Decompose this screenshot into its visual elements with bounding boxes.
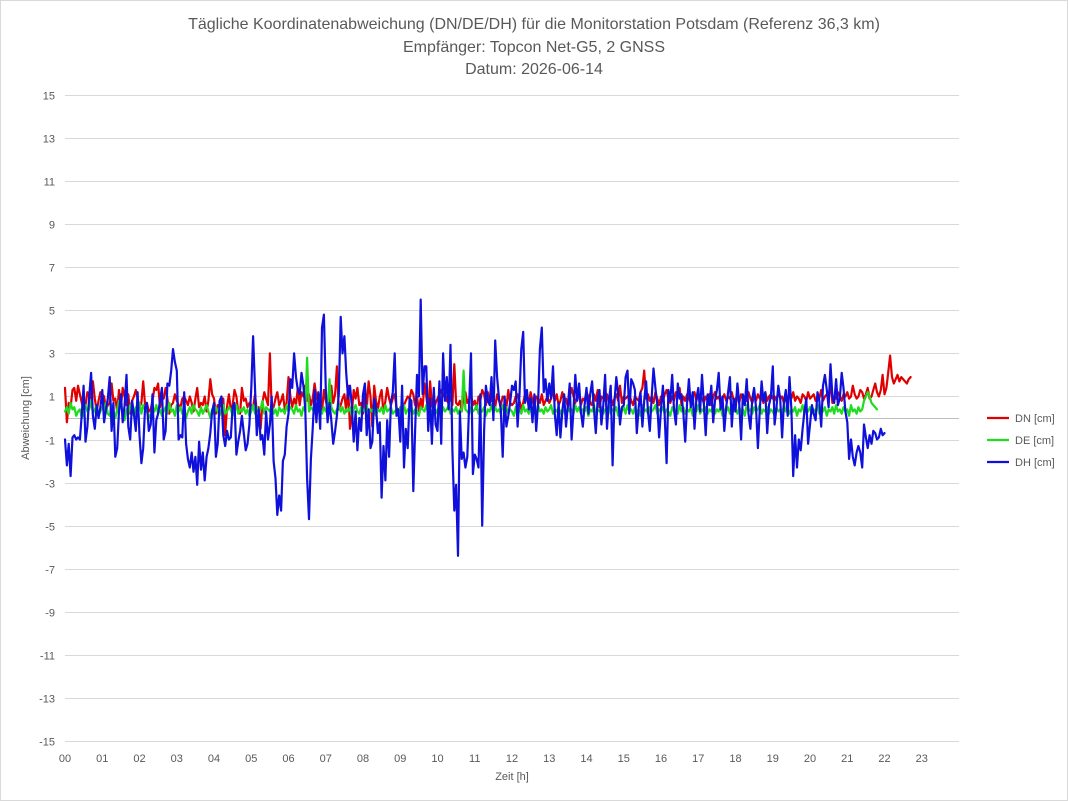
- x-tick-label: 16: [655, 753, 667, 765]
- y-tick-label: -9: [45, 608, 55, 620]
- x-tick-label: 14: [580, 753, 592, 765]
- chart-title-line-2: Empfänger: Topcon Net-G5, 2 GNSS: [403, 39, 665, 56]
- x-tick-label: 15: [618, 753, 630, 765]
- gridlines: [65, 95, 959, 742]
- chart-title-line-1: Tägliche Koordinatenabweichung (DN/DE/DH…: [188, 16, 880, 33]
- y-tick-label: 11: [44, 177, 55, 189]
- y-tick-label: 13: [43, 134, 55, 146]
- x-tick-label: 13: [543, 753, 555, 765]
- chart-title: Tägliche Koordinatenabweichung (DN/DE/DH…: [188, 16, 880, 78]
- series-lines: [63, 298, 912, 557]
- y-tick-label: 9: [49, 220, 55, 232]
- y-tick-label: 3: [49, 349, 55, 361]
- x-tick-label: 02: [133, 753, 145, 765]
- x-tick-label: 23: [916, 753, 928, 765]
- x-tick-label: 22: [878, 753, 890, 765]
- x-tick-label: 10: [431, 753, 443, 765]
- x-tick-label: 04: [208, 753, 220, 765]
- y-tick-label: -1: [45, 436, 55, 448]
- x-tick-label: 08: [357, 753, 369, 765]
- y-tick-label: 7: [49, 263, 55, 275]
- x-tick-label: 07: [320, 753, 332, 765]
- legend-label: DN [cm]: [1015, 413, 1055, 425]
- x-tick-label: 06: [282, 753, 294, 765]
- chart-title-line-3: Datum: 2026-06-14: [465, 61, 603, 78]
- x-tick-label: 20: [804, 753, 816, 765]
- x-tick-label: 12: [506, 753, 518, 765]
- y-tick-label: -15: [39, 737, 55, 749]
- x-tick-label: 19: [767, 753, 779, 765]
- y-tick-label: -7: [45, 565, 55, 577]
- y-tick-label: -13: [39, 694, 55, 706]
- x-tick-label: 01: [96, 753, 108, 765]
- y-tick-label: 5: [49, 306, 55, 318]
- series-line-dh: [63, 298, 886, 557]
- x-tick-label: 17: [692, 753, 704, 765]
- legend-label: DH [cm]: [1015, 457, 1055, 469]
- axes: 15 13 11 9 7 5 3 1 -1 -3 -5 -7 -9 -11 -13 -15 00 01 02 03 04…: [39, 91, 959, 765]
- x-axis-title: Zeit [h]: [495, 771, 529, 783]
- y-axis-title: Abweichung [cm]: [20, 376, 32, 460]
- x-tick-label: 00: [59, 753, 71, 765]
- y-tick-label: -11: [40, 651, 55, 663]
- x-tick-label: 11: [469, 753, 480, 765]
- x-tick-label: 09: [394, 753, 406, 765]
- x-tick-label: 05: [245, 753, 257, 765]
- x-tick-label: 03: [171, 753, 183, 765]
- y-tick-label: 15: [43, 91, 55, 103]
- y-tick-label: 1: [49, 392, 55, 404]
- y-tick-label: -5: [45, 522, 55, 534]
- x-tick-label: 21: [841, 753, 853, 765]
- legend-label: DE [cm]: [1015, 435, 1054, 447]
- legend: DN [cm] DE [cm] DH [cm]: [987, 413, 1055, 469]
- x-tick-label: 18: [729, 753, 741, 765]
- y-tick-label: -3: [45, 479, 55, 491]
